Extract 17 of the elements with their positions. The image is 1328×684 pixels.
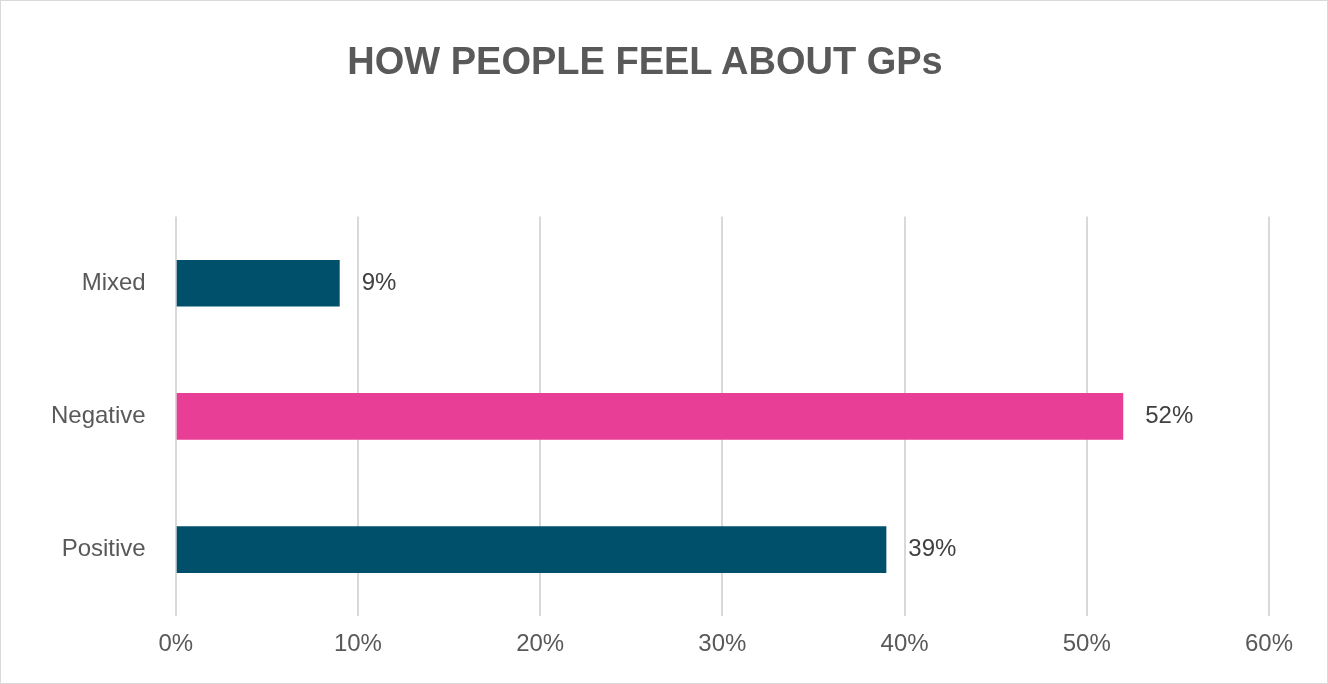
x-tick-label: 50% — [1062, 629, 1111, 657]
y-tick-label: Mixed — [81, 267, 146, 295]
x-tick-label: 10% — [333, 629, 382, 657]
data-label: 39% — [908, 534, 957, 562]
data-label: 9% — [361, 267, 397, 295]
x-tick-label: 60% — [1244, 629, 1294, 657]
bar — [176, 393, 1124, 440]
data-label: 52% — [1145, 401, 1194, 429]
x-tick-label: 20% — [516, 629, 565, 657]
y-tick-label: Positive — [61, 534, 146, 562]
bar — [176, 526, 887, 573]
x-tick-label: 40% — [880, 629, 929, 657]
chart-title: HOW PEOPLE FEEL ABOUT GPs — [347, 40, 943, 83]
bar — [176, 259, 340, 307]
y-tick-label: Negative — [50, 401, 146, 429]
x-tick-label: 30% — [698, 629, 747, 657]
x-tick-label: 0% — [158, 629, 194, 657]
